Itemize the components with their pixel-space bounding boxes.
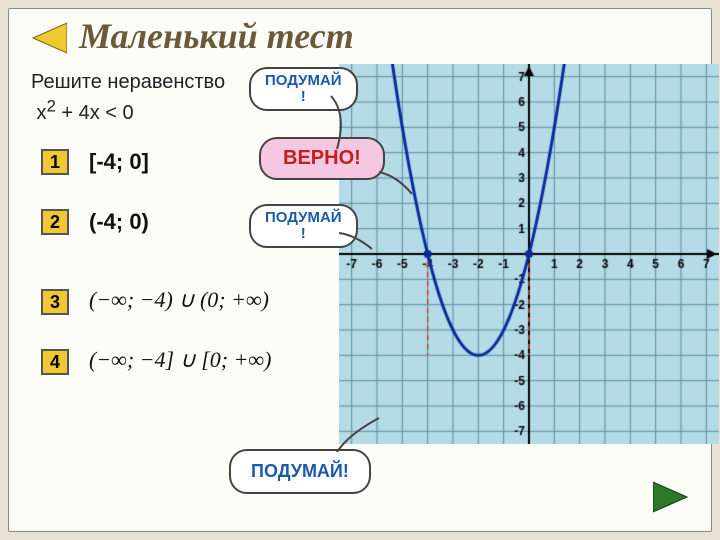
answer-button-3[interactable]: 3: [41, 289, 69, 315]
callout-correct: ВЕРНО!: [259, 137, 385, 180]
answer-button-2[interactable]: 2: [41, 209, 69, 235]
answer-text-3: (−∞; −4) ∪ (0; +∞): [89, 287, 269, 313]
nav-forward-icon[interactable]: [653, 480, 693, 519]
problem-prompt: Решите неравенство x2 + 4x < 0: [31, 69, 225, 126]
callout-tail-correct: [377, 164, 417, 204]
callout-tail-3: [329, 414, 389, 454]
graph-canvas: [339, 64, 719, 444]
slide-title: Маленький тест: [79, 15, 354, 57]
prompt-line1: Решите неравенство: [31, 71, 225, 93]
answer-text-4: (−∞; −4] ∪ [0; +∞): [89, 347, 271, 373]
coordinate-graph: [339, 64, 719, 444]
callout-think-3: ПОДУМАЙ!: [229, 449, 371, 494]
nav-back-icon[interactable]: [27, 21, 67, 60]
callout-tail-2: [337, 227, 377, 257]
answer-button-1[interactable]: 1: [41, 149, 69, 175]
answer-button-4[interactable]: 4: [41, 349, 69, 375]
answer-text-1: [-4; 0]: [89, 149, 149, 175]
callout-tail-1: [329, 94, 359, 154]
answer-text-2: (-4; 0): [89, 209, 149, 235]
prompt-line2: x2 + 4x < 0: [31, 102, 134, 124]
